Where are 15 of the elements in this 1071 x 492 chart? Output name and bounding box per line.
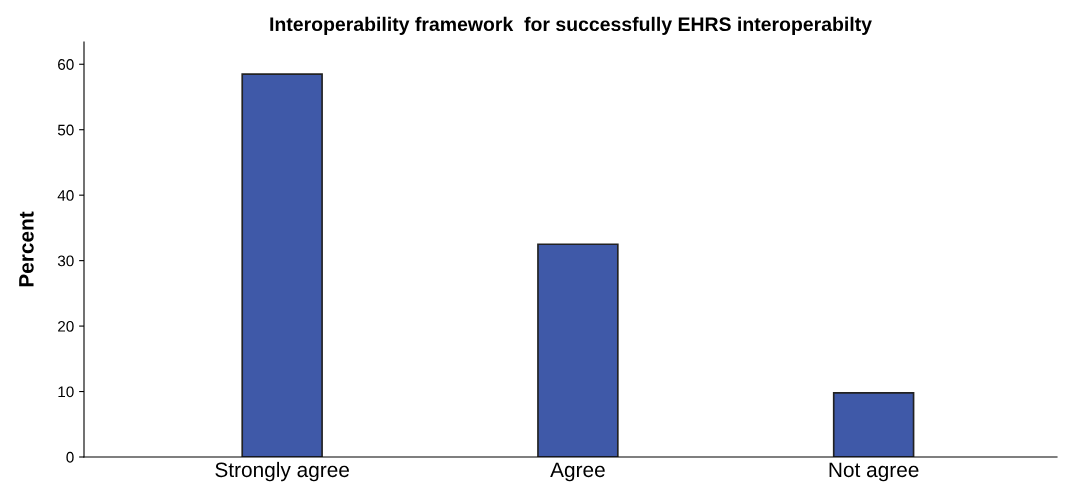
y-tick-label: 20 xyxy=(58,320,74,332)
y-tick-label: 30 xyxy=(57,255,74,267)
y-tick-label: 0 xyxy=(66,451,74,463)
bar xyxy=(241,73,323,457)
x-tick-label: Strongly agree xyxy=(215,461,349,482)
x-tick-label: Agree xyxy=(550,462,605,482)
y-tick-label: 50 xyxy=(57,124,74,136)
y-tick-label: 10 xyxy=(58,386,74,398)
chart-title: Interoperability framework for successfully EHRS interoperabilty xyxy=(270,16,872,35)
bar xyxy=(832,392,915,457)
y-axis-title: Percent xyxy=(19,211,34,287)
y-tick-label: 60 xyxy=(58,59,74,70)
x-tick-label: Not agree xyxy=(829,462,919,482)
bar xyxy=(537,243,619,457)
y-tick-label: 40 xyxy=(57,190,74,201)
